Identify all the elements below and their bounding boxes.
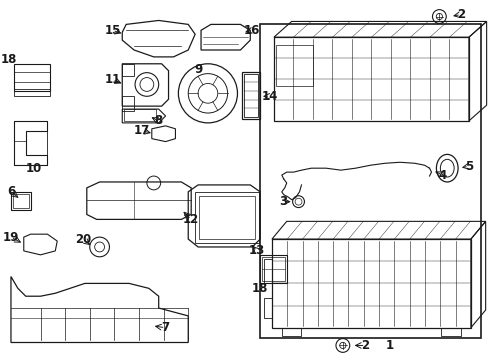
Bar [274,37,469,121]
Bar [276,45,313,86]
Bar [122,64,134,76]
Text: 4: 4 [438,168,446,181]
Text: 18: 18 [1,53,17,66]
Text: 20: 20 [75,233,91,246]
Text: 18: 18 [252,282,269,295]
Text: 8: 8 [154,114,163,127]
Text: 6: 6 [7,185,15,198]
Text: 14: 14 [262,90,278,103]
Bar [199,196,255,239]
Text: 19: 19 [3,231,19,244]
Text: 3: 3 [279,195,287,208]
Bar [124,109,156,121]
Bar [122,96,134,111]
Text: 10: 10 [25,162,42,175]
Text: 9: 9 [194,63,202,76]
Text: 11: 11 [104,73,121,86]
Bar [264,259,272,283]
Text: 5: 5 [465,160,473,173]
Bar [245,74,258,117]
Text: 15: 15 [104,24,121,37]
Text: 2: 2 [362,339,369,352]
Text: 13: 13 [249,244,265,257]
Text: 12: 12 [183,213,199,226]
Bar [14,64,50,91]
Text: 16: 16 [244,24,261,37]
Bar [243,72,260,119]
Bar [11,192,31,210]
Bar [282,328,301,336]
Bar [260,255,287,283]
Bar [260,24,481,338]
Bar [262,257,285,282]
Text: 7: 7 [162,321,170,334]
Bar [14,89,50,96]
Text: 17: 17 [134,124,150,137]
Bar [264,298,272,318]
Bar [13,194,29,208]
Bar [441,328,461,336]
Bar [272,239,471,328]
Text: 1: 1 [386,339,394,352]
Bar [14,121,48,165]
Bar [195,192,259,243]
Text: 2: 2 [457,8,465,21]
